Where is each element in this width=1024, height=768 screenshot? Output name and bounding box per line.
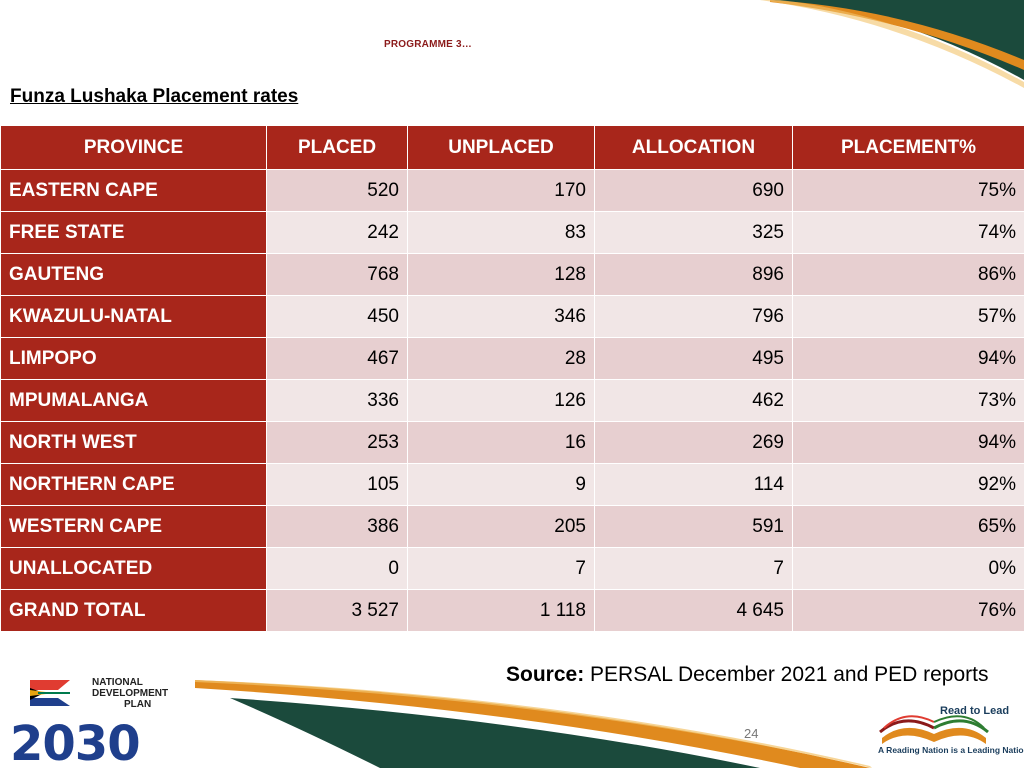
cell-province: LIMPOPO bbox=[0, 337, 267, 380]
cell-province: UNALLOCATED bbox=[0, 547, 267, 590]
programme-label: PROGRAMME 3… bbox=[384, 39, 472, 50]
cell-province: GAUTENG bbox=[0, 253, 267, 296]
cell-placed: 0 bbox=[266, 547, 408, 590]
cell-placement-percent: 92% bbox=[792, 463, 1024, 506]
source-text: PERSAL December 2021 and PED reports bbox=[590, 663, 989, 686]
source-label: Source: bbox=[506, 663, 585, 686]
cell-allocation: 796 bbox=[594, 295, 793, 338]
cell-placement-percent: 74% bbox=[792, 211, 1024, 254]
cell-province: EASTERN CAPE bbox=[0, 169, 267, 212]
cell-allocation: 896 bbox=[594, 253, 793, 296]
cell-placement-percent: 76% bbox=[792, 589, 1024, 632]
ndp-logo-line-plan: PLAN bbox=[124, 699, 151, 710]
table-row: GAUTENG 768 128 896 86% bbox=[0, 253, 1024, 296]
cell-unplaced: 205 bbox=[407, 505, 595, 548]
cell-allocation: 269 bbox=[594, 421, 793, 464]
read-to-lead-book-icon bbox=[879, 715, 989, 744]
cell-placed: 768 bbox=[266, 253, 408, 296]
cell-placement-percent: 94% bbox=[792, 421, 1024, 464]
cell-unplaced: 126 bbox=[407, 379, 595, 422]
cell-placed: 105 bbox=[266, 463, 408, 506]
cell-allocation: 4 645 bbox=[594, 589, 793, 632]
column-header-allocation: ALLOCATION bbox=[594, 125, 793, 170]
read-to-lead-title: Read to Lead bbox=[940, 705, 1010, 717]
page-number: 24 bbox=[744, 726, 759, 741]
cell-allocation: 114 bbox=[594, 463, 793, 506]
table-row: LIMPOPO 467 28 495 94% bbox=[0, 337, 1024, 380]
cell-placed: 253 bbox=[266, 421, 408, 464]
cell-placed: 520 bbox=[266, 169, 408, 212]
cell-placement-percent: 65% bbox=[792, 505, 1024, 548]
cell-placed: 386 bbox=[266, 505, 408, 548]
table-row: NORTH WEST 253 16 269 94% bbox=[0, 421, 1024, 464]
cell-placement-percent: 73% bbox=[792, 379, 1024, 422]
cell-placement-percent: 57% bbox=[792, 295, 1024, 338]
table-row: UNALLOCATED 0 7 7 0% bbox=[0, 547, 1024, 590]
cell-province: WESTERN CAPE bbox=[0, 505, 267, 548]
table-row: EASTERN CAPE 520 170 690 75% bbox=[0, 169, 1024, 212]
cell-placed: 450 bbox=[266, 295, 408, 338]
cell-allocation: 495 bbox=[594, 337, 793, 380]
table-row: MPUMALANGA 336 126 462 73% bbox=[0, 379, 1024, 422]
cell-unplaced: 7 bbox=[407, 547, 595, 590]
cell-allocation: 325 bbox=[594, 211, 793, 254]
ndp-logo-line-national: NATIONAL bbox=[92, 677, 143, 688]
read-to-lead-tagline: A Reading Nation is a Leading Nation bbox=[878, 745, 1024, 755]
table-header-row: PROVINCE PLACED UNPLACED ALLOCATION PLAC… bbox=[0, 125, 1024, 170]
source-note: Source: PERSAL December 2021 and PED rep… bbox=[506, 663, 988, 687]
cell-placed: 467 bbox=[266, 337, 408, 380]
table-row: FREE STATE 242 83 325 74% bbox=[0, 211, 1024, 254]
cell-province: GRAND TOTAL bbox=[0, 589, 267, 632]
cell-placed: 3 527 bbox=[266, 589, 408, 632]
column-header-province: PROVINCE bbox=[0, 125, 267, 170]
cell-unplaced: 9 bbox=[407, 463, 595, 506]
cell-unplaced: 128 bbox=[407, 253, 595, 296]
cell-unplaced: 170 bbox=[407, 169, 595, 212]
cell-allocation: 591 bbox=[594, 505, 793, 548]
table-row: KWAZULU-NATAL 450 346 796 57% bbox=[0, 295, 1024, 338]
cell-placement-percent: 75% bbox=[792, 169, 1024, 212]
ndp-logo-year: 2030 bbox=[10, 716, 140, 764]
cell-placed: 336 bbox=[266, 379, 408, 422]
table-row: GRAND TOTAL 3 527 1 118 4 645 76% bbox=[0, 589, 1024, 632]
cell-allocation: 7 bbox=[594, 547, 793, 590]
cell-unplaced: 83 bbox=[407, 211, 595, 254]
cell-placement-percent: 0% bbox=[792, 547, 1024, 590]
cell-province: NORTHERN CAPE bbox=[0, 463, 267, 506]
table-row: WESTERN CAPE 386 205 591 65% bbox=[0, 505, 1024, 548]
cell-unplaced: 28 bbox=[407, 337, 595, 380]
cell-placed: 242 bbox=[266, 211, 408, 254]
page-subtitle: Funza Lushaka Placement rates bbox=[10, 86, 299, 107]
cell-province: FREE STATE bbox=[0, 211, 267, 254]
bottom-swoosh-decoration bbox=[190, 680, 880, 768]
cell-province: NORTH WEST bbox=[0, 421, 267, 464]
top-swoosh-decoration bbox=[760, 0, 1024, 88]
cell-placement-percent: 86% bbox=[792, 253, 1024, 296]
column-header-unplaced: UNPLACED bbox=[407, 125, 595, 170]
column-header-placement-percent: PLACEMENT% bbox=[792, 125, 1024, 170]
cell-unplaced: 16 bbox=[407, 421, 595, 464]
cell-allocation: 690 bbox=[594, 169, 793, 212]
cell-province: KWAZULU-NATAL bbox=[0, 295, 267, 338]
placement-rates-table: PROVINCE PLACED UNPLACED ALLOCATION PLAC… bbox=[0, 125, 1024, 632]
cell-allocation: 462 bbox=[594, 379, 793, 422]
column-header-placed: PLACED bbox=[266, 125, 408, 170]
cell-placement-percent: 94% bbox=[792, 337, 1024, 380]
ndp-2030-logo-icon: NATIONAL DEVELOPMENT PLAN 2030 bbox=[10, 677, 168, 764]
cell-unplaced: 346 bbox=[407, 295, 595, 338]
cell-unplaced: 1 118 bbox=[407, 589, 595, 632]
ndp-logo-line-development: DEVELOPMENT bbox=[92, 688, 168, 699]
table-row: NORTHERN CAPE 105 9 114 92% bbox=[0, 463, 1024, 506]
cell-province: MPUMALANGA bbox=[0, 379, 267, 422]
